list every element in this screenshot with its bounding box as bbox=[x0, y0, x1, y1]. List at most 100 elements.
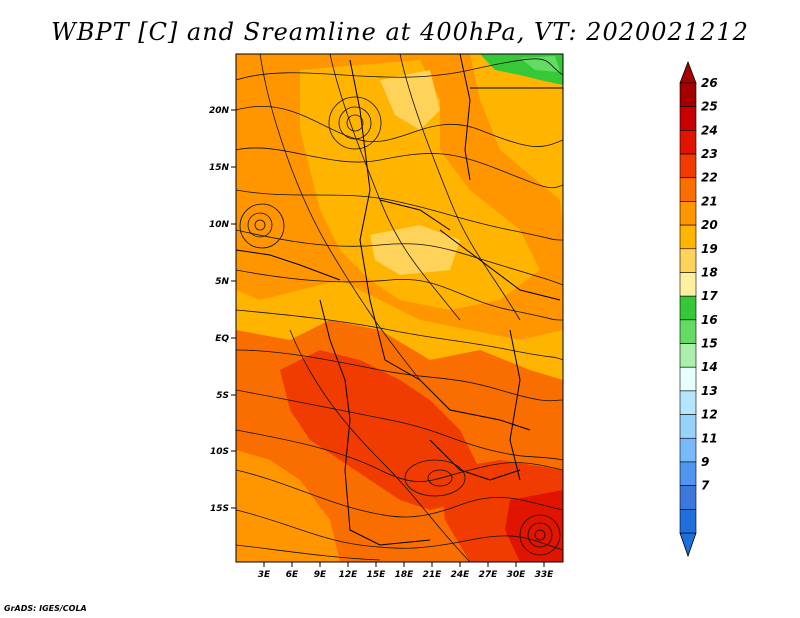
colorbar-label: 14 bbox=[701, 360, 718, 374]
chart-title: WBPT [C] and Sreamline at 400hPa, VT: 20… bbox=[51, 18, 749, 46]
streamline bbox=[236, 469, 563, 518]
cyclonic-eddy-north-ring bbox=[328, 96, 382, 150]
colorbar-top-arrow bbox=[679, 60, 697, 84]
lon-label: 15E bbox=[367, 570, 387, 580]
colorbar-label: 13 bbox=[701, 384, 718, 398]
colorbar-swatch bbox=[679, 509, 697, 534]
colorbar-bottom-arrow bbox=[679, 532, 697, 558]
colorbar-label: 9 bbox=[701, 455, 709, 469]
colorbar-swatch bbox=[679, 366, 697, 392]
colorbar-label: 22 bbox=[701, 171, 718, 185]
anticyclone-south-ring bbox=[404, 459, 466, 497]
lon-label: 6E bbox=[286, 570, 299, 580]
lon-label: 3E bbox=[258, 570, 271, 580]
colorbar-swatch bbox=[679, 295, 697, 321]
colorbar-label: 20 bbox=[701, 218, 718, 232]
lat-label: 10N bbox=[209, 220, 230, 230]
lon-label: 18E bbox=[395, 570, 415, 580]
wbpt-region-19-patch-north bbox=[380, 70, 440, 130]
colorbar-swatch bbox=[679, 248, 697, 273]
colorbar-label: 21 bbox=[701, 194, 718, 208]
border-line bbox=[319, 299, 431, 546]
streamline bbox=[236, 58, 563, 81]
colorbar-swatch bbox=[679, 153, 697, 179]
border-line bbox=[349, 59, 386, 361]
streamline bbox=[236, 389, 563, 461]
anticyclone-south-center bbox=[427, 469, 453, 487]
colorbar-swatch bbox=[679, 414, 697, 439]
colorbar: 26 25 24 23 22 21 20 19 18 17 16 15 14 13 12 11 9 7 bbox=[679, 60, 718, 558]
wbpt-region-16-northeast bbox=[520, 56, 560, 72]
streamline bbox=[236, 147, 563, 189]
colorbar-swatch bbox=[679, 272, 697, 297]
lon-label: 33E bbox=[535, 570, 555, 580]
border-line bbox=[429, 439, 521, 481]
streamline bbox=[289, 329, 471, 562]
colorbar-swatch bbox=[679, 437, 697, 463]
streamline bbox=[236, 309, 563, 361]
lat-label: 5S bbox=[216, 391, 229, 401]
colorbar-label: 18 bbox=[701, 265, 718, 279]
eddy-southeast-ring bbox=[527, 522, 553, 548]
streamline bbox=[236, 509, 563, 551]
eddy-southeast-ring bbox=[519, 514, 561, 556]
lat-label: EQ bbox=[215, 334, 229, 344]
lat-label: 15N bbox=[209, 163, 230, 173]
colorbar-swatch bbox=[679, 461, 697, 486]
colorbar-label: 19 bbox=[701, 242, 718, 256]
wbpt-field bbox=[236, 54, 563, 562]
streamline bbox=[236, 349, 563, 402]
colorbar-label: 7 bbox=[701, 479, 710, 493]
grads-credit: GrADS: IGES/COLA bbox=[4, 604, 87, 613]
streamline bbox=[399, 54, 521, 321]
lon-label: 21E bbox=[423, 570, 443, 580]
colorbar-swatch bbox=[679, 224, 697, 250]
colorbar-label: 17 bbox=[701, 289, 718, 303]
lat-label: 10S bbox=[210, 447, 229, 457]
lat-label: 15S bbox=[210, 504, 229, 514]
colorbar-swatch bbox=[679, 390, 697, 415]
wbpt-region-19-patch-center bbox=[370, 225, 460, 275]
border-line bbox=[236, 249, 341, 281]
colorbar-label: 11 bbox=[701, 431, 718, 445]
eddy-west bbox=[254, 219, 266, 231]
border-line bbox=[459, 54, 471, 181]
colorbar-swatch bbox=[679, 485, 697, 510]
colorbar-label: 16 bbox=[701, 313, 718, 327]
colorbar-swatch bbox=[679, 130, 697, 155]
colorbar-label: 26 bbox=[701, 76, 718, 90]
colorbar-label: 25 bbox=[701, 100, 718, 114]
lat-label: 5N bbox=[215, 277, 229, 287]
wbpt-region-20-center bbox=[300, 60, 540, 310]
lon-label: 24E bbox=[451, 570, 471, 580]
border-line bbox=[379, 199, 451, 231]
lon-label: 30E bbox=[507, 570, 527, 580]
lat-label: 20N bbox=[209, 106, 230, 116]
streamline bbox=[236, 105, 563, 147]
lon-axis: 3E 6E 9E 12E 15E 18E 21E 24E 27E 30E 33E bbox=[258, 562, 554, 580]
eddy-west-ring bbox=[239, 203, 285, 249]
colorbar-swatch bbox=[679, 319, 697, 344]
eddy-southeast bbox=[534, 529, 546, 541]
wbpt-region-23-center-south bbox=[280, 350, 480, 510]
streamline bbox=[236, 269, 563, 321]
country-borders bbox=[236, 54, 563, 546]
colorbar-swatch bbox=[679, 177, 697, 202]
colorbar-label: 12 bbox=[701, 408, 718, 422]
eddy-west-ring bbox=[247, 212, 273, 238]
colorbar-swatch bbox=[679, 201, 697, 226]
lat-axis: 20N 15N 10N 5N EQ 5S 10S 15S bbox=[209, 106, 236, 514]
colorbar-label: 15 bbox=[701, 337, 718, 351]
border-line bbox=[439, 229, 561, 301]
streamline bbox=[259, 54, 421, 381]
border-line bbox=[384, 359, 531, 431]
colorbar-label: 23 bbox=[701, 147, 718, 161]
colorbar-swatch bbox=[679, 82, 697, 107]
streamline bbox=[236, 544, 381, 561]
streamline bbox=[236, 229, 563, 286]
colorbar-label: 24 bbox=[701, 123, 718, 137]
streamline bbox=[236, 429, 563, 482]
wbpt-region-21-west-coast bbox=[236, 160, 280, 260]
lon-label: 12E bbox=[339, 570, 359, 580]
